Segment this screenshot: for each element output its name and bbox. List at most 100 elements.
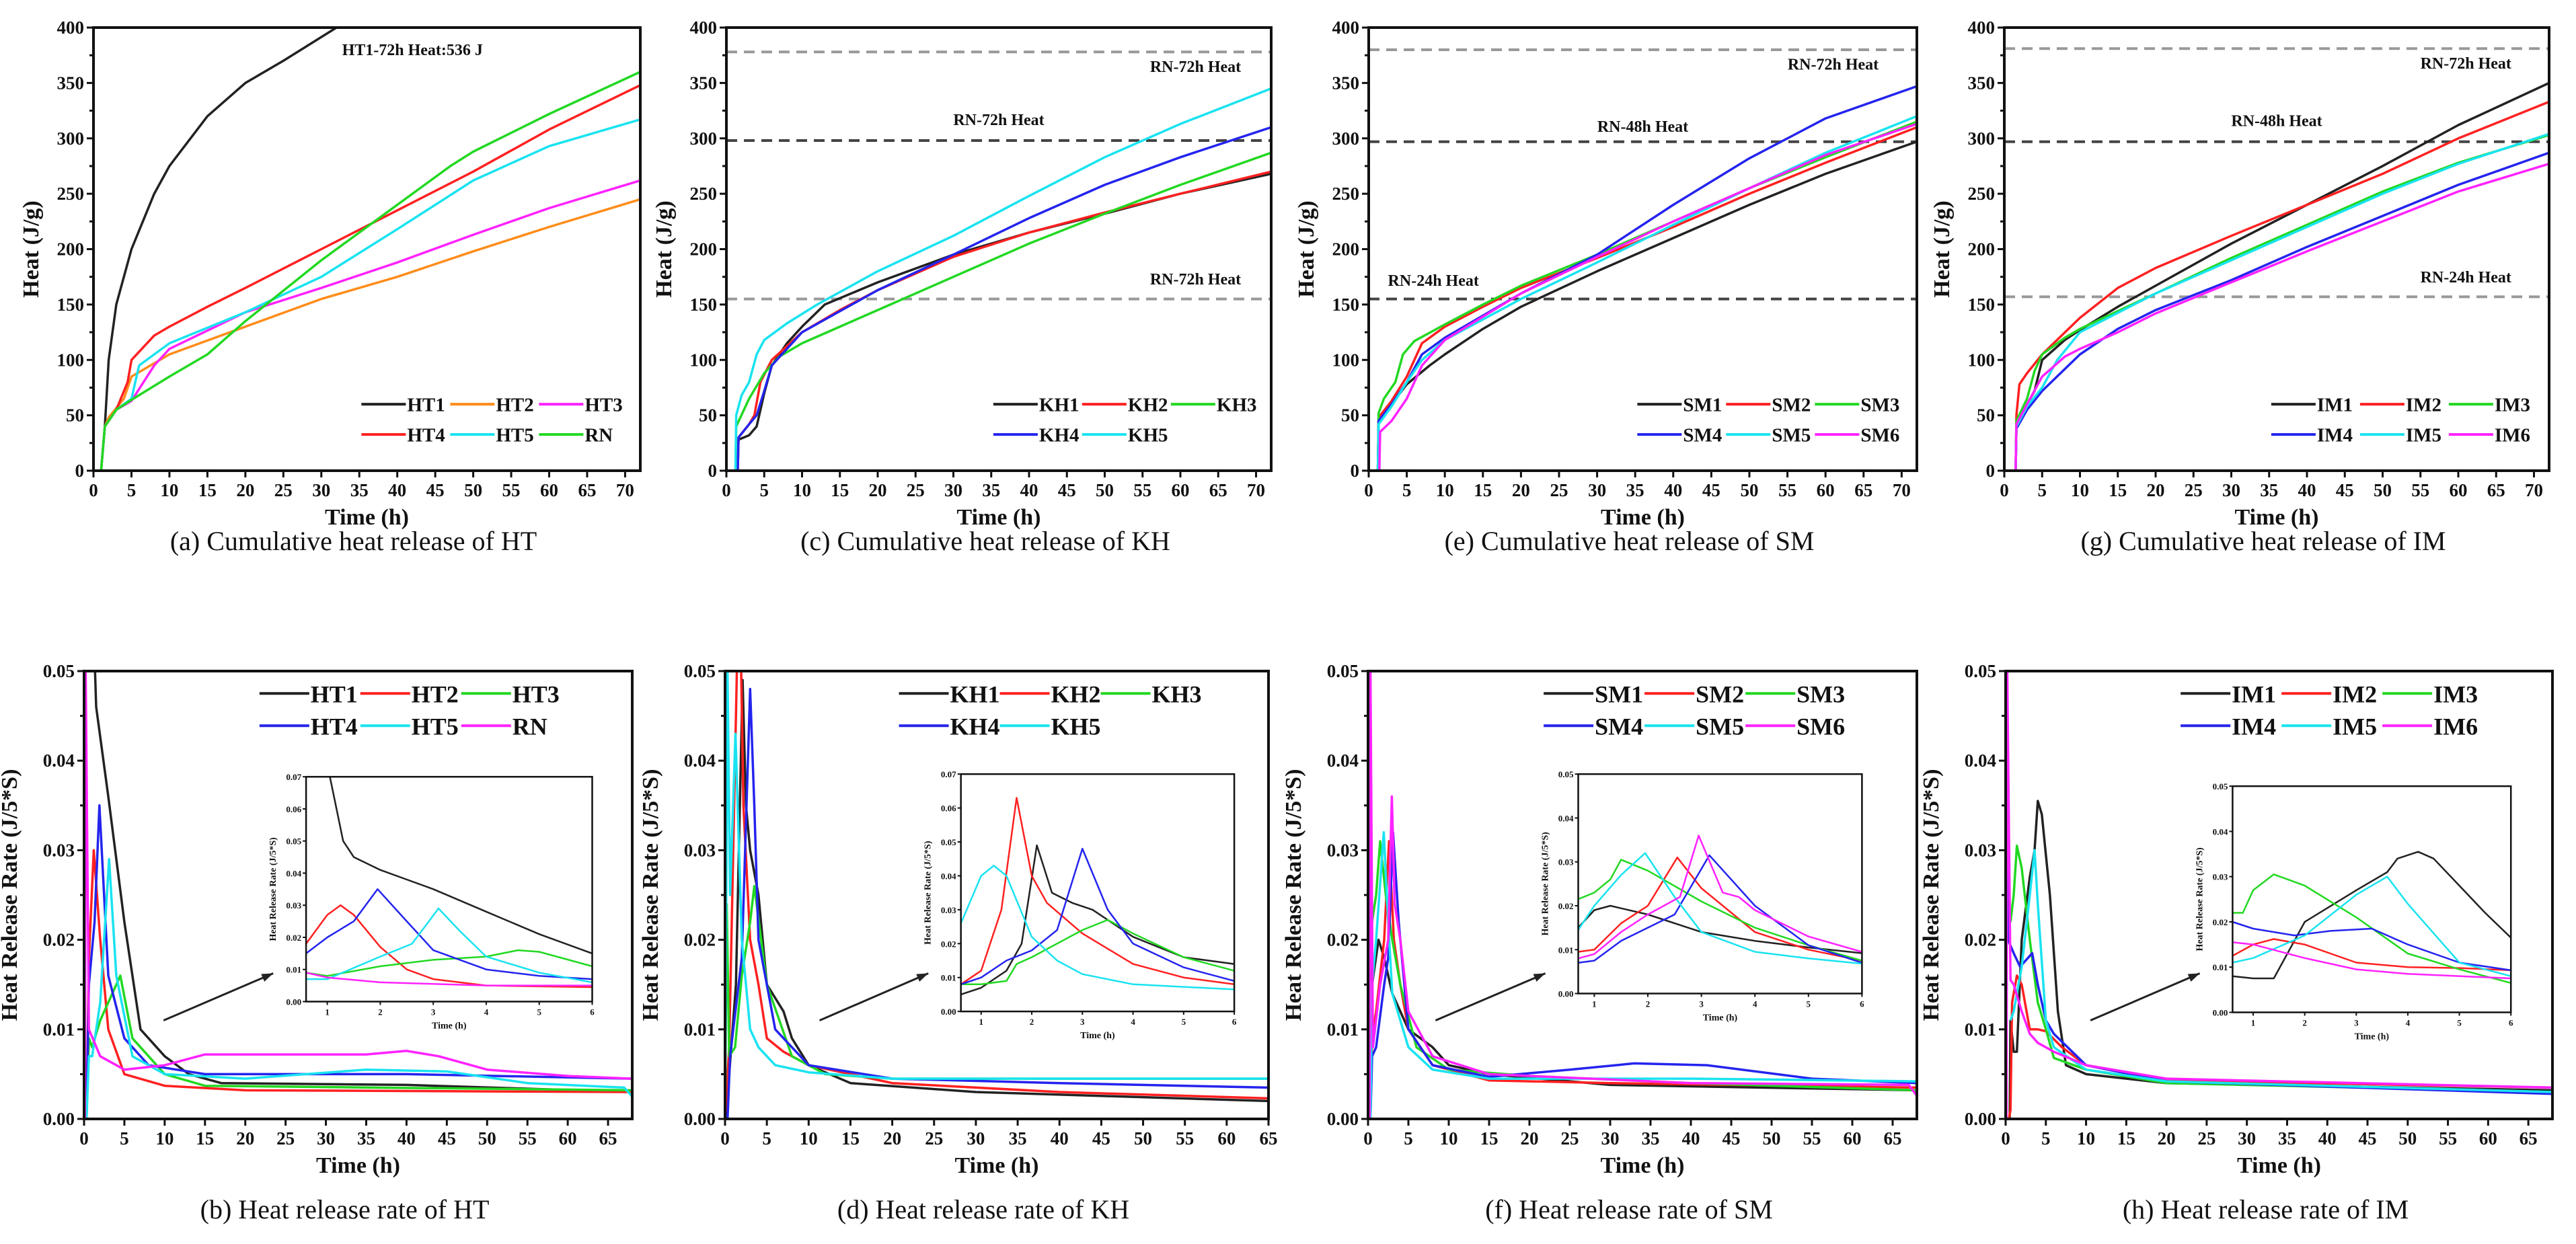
series-line-sm3 [1376, 120, 1917, 471]
x-tick-label: 45 [1058, 480, 1076, 500]
legend-label: HT4 [311, 713, 358, 740]
arrow-head-icon [2187, 973, 2200, 982]
series-line-sm4 [1369, 831, 1917, 1119]
y-tick-label: 0.04 [1327, 750, 1359, 771]
x-tick-label: 2 [1646, 999, 1651, 1009]
reference-label: RN-72h Heat [1788, 56, 1879, 74]
y-tick-label: 200 [1332, 239, 1360, 260]
x-tick-label: 15 [196, 1128, 214, 1149]
x-axis-title: Time (h) [955, 1153, 1039, 1178]
series-line-rn [100, 71, 640, 471]
x-tick-label: 3 [1080, 1017, 1085, 1027]
x-tick-label: 50 [1134, 1128, 1152, 1149]
x-axis-title: Time (h) [432, 1021, 467, 1032]
legend-label: IM3 [2495, 395, 2530, 416]
legend-label: HT3 [513, 681, 560, 707]
y-tick-label: 350 [1332, 73, 1360, 93]
x-tick-label: 55 [2411, 480, 2429, 500]
x-tick-label: 40 [1664, 480, 1682, 500]
zoom-arrow [819, 972, 929, 1021]
x-axis-title: Time (h) [1601, 1153, 1685, 1178]
y-tick-label: 0.05 [941, 837, 956, 847]
zoom-arrow [163, 972, 274, 1021]
y-tick-label: 0.01 [286, 965, 301, 975]
x-tick-label: 40 [397, 1128, 416, 1149]
chart-panel-a: 0 5 10 15 20 25 30 35 40 45 50 55 60 65 70 0 50 100 150 200… [19, 17, 642, 556]
legend-label: SM2 [1696, 681, 1744, 707]
y-tick-label: 300 [57, 128, 85, 149]
series-line-kh5 [725, 671, 1268, 1119]
x-tick-label: 0 [89, 480, 98, 500]
y-tick-label: 0 [1986, 461, 1996, 481]
x-tick-label: 55 [1803, 1128, 1821, 1149]
legend-label: KH1 [950, 681, 1000, 707]
series-line-kh4 [726, 687, 1268, 1119]
x-tick-label: 10 [1436, 480, 1454, 500]
series-line-sm1 [1376, 141, 1917, 471]
y-axis-title: Heat Release Rate (J/5*S) [1919, 769, 1944, 1021]
y-axis-title: Heat Release Rate (J/5*S) [1541, 832, 1551, 936]
x-tick-label: 5 [762, 1128, 771, 1149]
legend-label: IM2 [2406, 395, 2441, 416]
x-tick-label: 25 [274, 480, 293, 500]
y-tick-label: 0.03 [2213, 872, 2228, 882]
legend-label: HT3 [584, 395, 622, 416]
arrow-head-icon [916, 973, 929, 982]
series-line-ht2 [93, 198, 640, 471]
y-tick-label: 0.05 [1558, 769, 1574, 779]
series-line-ht1 [93, 671, 632, 1093]
y-tick-label: 0.03 [684, 840, 716, 860]
x-tick-label: 4 [484, 1007, 489, 1017]
x-tick-label: 65 [599, 1128, 617, 1149]
x-axis-title: Time (h) [1601, 505, 1685, 530]
x-tick-label: 45 [426, 480, 445, 500]
legend-label: HT5 [496, 425, 533, 446]
x-tick-label: 5 [760, 480, 769, 500]
inset-background [306, 777, 593, 1002]
x-tick-label: 35 [1642, 1128, 1660, 1149]
y-tick-label: 50 [1341, 405, 1359, 426]
series-line-kh1 [725, 678, 1268, 1119]
y-tick-label: 0.05 [1327, 661, 1359, 681]
x-tick-label: 4 [1131, 1017, 1135, 1027]
x-tick-label: 2 [2302, 1017, 2307, 1027]
legend-label: HT5 [412, 713, 459, 740]
x-tick-label: 45 [1722, 1128, 1741, 1149]
y-tick-label: 0.02 [286, 933, 301, 943]
legend-label: HT2 [412, 681, 459, 707]
x-tick-label: 45 [2336, 480, 2354, 500]
x-tick-label: 35 [1626, 480, 1644, 500]
panel-caption: (g) Cumulative heat release of IM [2080, 526, 2446, 556]
x-tick-label: 5 [1182, 1017, 1186, 1027]
x-tick-label: 0 [2000, 480, 2009, 500]
y-tick-label: 0.01 [43, 1019, 75, 1040]
x-tick-label: 70 [1893, 480, 1911, 500]
x-axis-title: Time (h) [1080, 1031, 1115, 1041]
x-tick-label: 20 [2158, 1128, 2176, 1149]
inset-chart: 1 2 3 4 5 6 0.00 0.01 0.02 0.03 0.04 0.05 0.06 0.07 Ti… [923, 769, 1237, 1041]
y-tick-label: 0.03 [1965, 840, 1996, 860]
x-tick-label: 30 [2222, 480, 2240, 500]
inset-frame [1577, 773, 1863, 995]
x-tick-label: 1 [325, 1007, 330, 1017]
y-tick-label: 250 [1968, 184, 1996, 204]
x-tick-label: 0 [722, 480, 731, 500]
x-tick-label: 30 [967, 1128, 985, 1149]
y-axis-title: Heat Release Rate (J/5*S) [638, 769, 663, 1021]
x-tick-label: 55 [2439, 1128, 2457, 1149]
reference-label: RN-72h Heat [953, 112, 1044, 129]
legend-label: KH2 [1128, 395, 1168, 416]
series-line-ht5 [85, 857, 632, 1119]
x-tick-label: 2 [1030, 1017, 1034, 1027]
x-tick-label: 40 [1051, 1128, 1069, 1149]
y-tick-label: 0.00 [1558, 989, 1574, 999]
x-tick-label: 25 [907, 480, 925, 500]
panel-caption: (a) Cumulative heat release of HT [170, 526, 537, 556]
x-tick-label: 1 [979, 1017, 984, 1027]
legend-label: IM6 [2495, 425, 2530, 446]
x-tick-label: 20 [236, 1128, 254, 1149]
x-tick-label: 5 [537, 1007, 541, 1017]
x-tick-label: 65 [1884, 1128, 1902, 1149]
y-tick-label: 250 [57, 184, 85, 204]
x-axis-title: Time (h) [2235, 505, 2319, 530]
